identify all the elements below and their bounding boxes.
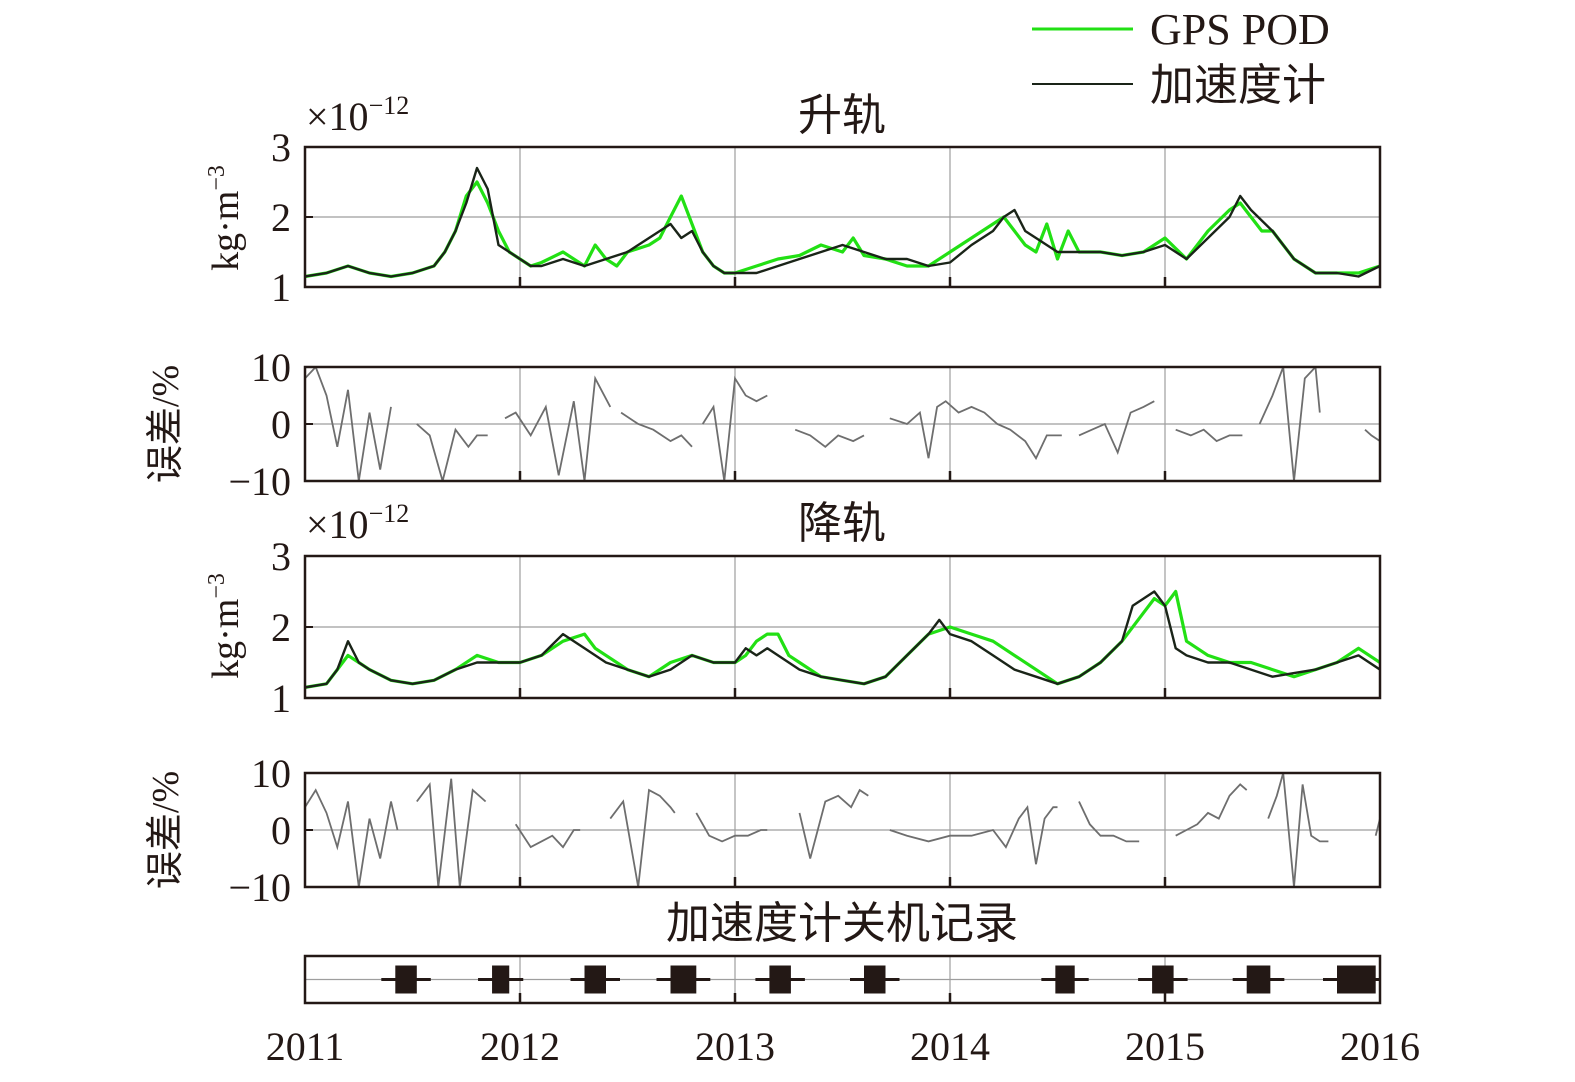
y-tick-label: 2 (271, 195, 291, 240)
asc-title: 升轨 (798, 91, 886, 140)
asc-exponent: ×10−12 (306, 91, 409, 139)
y-tick-label: 3 (271, 534, 291, 579)
off-period-bar (769, 965, 791, 994)
error-series-segment (416, 423, 488, 481)
legend-acc-label: 加速度计 (1150, 61, 1326, 110)
off-period-bar (1152, 965, 1174, 994)
error-series-segment (1175, 428, 1243, 443)
asc-density-ylabel: kg·m−3 (204, 165, 247, 271)
off-record-panel: 2011 2012 2013 2014 2015 2016 (266, 954, 1420, 1069)
y-tick-label: −10 (228, 459, 291, 504)
x-tick-label: 2013 (695, 1024, 775, 1069)
off-period-bar (584, 965, 606, 994)
error-series-segment (798, 788, 869, 859)
off-period-bar (1337, 965, 1376, 994)
asc-error-ylabel: 误差/% (145, 365, 187, 483)
desc-error-panel: −10 0 10 (228, 751, 1382, 910)
panel-frame (303, 771, 1382, 889)
off-period-bar (1055, 965, 1075, 994)
desc-error-ylabel: 误差/% (145, 771, 187, 889)
off-period-bar (492, 965, 510, 994)
y-tick-label: 3 (271, 125, 291, 170)
asc-density-ylabel-power: −3 (204, 165, 230, 191)
x-tick-label: 2015 (1125, 1024, 1205, 1069)
panel-frame (303, 554, 1382, 700)
plot-area (305, 773, 1380, 887)
plot-area (381, 965, 1380, 994)
x-tick-label: 2012 (480, 1024, 560, 1069)
error-series-segment (1364, 429, 1380, 442)
asc-exponent-base: ×10 (306, 94, 369, 139)
error-series-segment (889, 400, 1062, 461)
error-series-segment (1175, 783, 1248, 837)
error-series-segment (514, 823, 581, 849)
plot-area (305, 589, 1380, 689)
desc-exponent-power: −12 (369, 499, 410, 528)
error-series-segment (794, 428, 865, 448)
error-series-segment (1078, 400, 1155, 455)
desc-density-ylabel-main: kg·m (205, 599, 247, 679)
y-tick-label: −10 (228, 865, 291, 910)
x-tick-label: 2011 (266, 1024, 345, 1069)
x-tick-label: 2016 (1340, 1024, 1420, 1069)
y-tick-label: 1 (271, 265, 291, 310)
error-series-segment (305, 367, 392, 481)
plot-area (305, 367, 1380, 481)
x-tick-label: 2014 (910, 1024, 990, 1069)
off-period-bar (864, 965, 886, 994)
plot-area (305, 166, 1380, 279)
accelerometer-series-line (305, 166, 1380, 278)
legend-gps-label: GPS POD (1150, 5, 1330, 54)
y-tick-label: 10 (251, 345, 291, 390)
off-period-bar (1246, 965, 1271, 994)
asc-density-ylabel-main: kg·m (205, 191, 247, 271)
off-period-bar (670, 965, 697, 994)
off-title: 加速度计关机记录 (666, 899, 1018, 948)
desc-title: 降轨 (798, 499, 886, 548)
gps-pod-series-line (305, 589, 1380, 689)
error-series-segment (1258, 367, 1321, 481)
error-series-segment (305, 788, 399, 887)
desc-density-panel: 1 2 3 (271, 534, 1382, 721)
error-series-segment (504, 375, 612, 481)
error-series-segment (1267, 773, 1329, 887)
panel-frame (303, 145, 1382, 289)
y-tick-label: 2 (271, 605, 291, 650)
asc-density-panel: 1 2 3 (271, 125, 1382, 310)
asc-exponent-power: −12 (369, 91, 410, 120)
desc-density-ylabel: kg·m−3 (204, 573, 247, 679)
error-series-segment (695, 812, 768, 843)
legend: GPS POD 加速度计 (1032, 5, 1330, 110)
error-series-segment (416, 778, 487, 887)
y-tick-label: 1 (271, 676, 291, 721)
error-series-segment (701, 375, 768, 481)
y-tick-label: 0 (271, 402, 291, 447)
desc-exponent: ×10−12 (306, 499, 409, 547)
y-tick-label: 10 (251, 751, 291, 796)
error-series-segment (1078, 801, 1140, 843)
desc-density-ylabel-power: −3 (204, 573, 230, 599)
asc-error-panel: −10 0 10 (228, 345, 1382, 504)
panel-frame (303, 954, 1382, 1005)
y-tick-label: 0 (271, 808, 291, 853)
desc-exponent-base: ×10 (306, 502, 369, 547)
error-series-segment (609, 788, 676, 887)
panel-frame (303, 365, 1382, 483)
error-series-segment (889, 804, 1058, 865)
accelerometer-series-line (305, 590, 1380, 689)
gps-pod-series-line (305, 180, 1380, 279)
off-period-bar (395, 965, 417, 994)
error-series-segment (620, 411, 693, 448)
